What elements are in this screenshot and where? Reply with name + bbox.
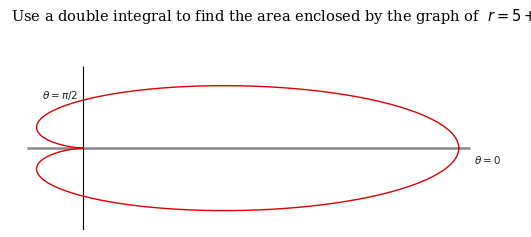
Text: $\theta=0$: $\theta=0$ [474,154,501,166]
Text: $\theta=\pi/2$: $\theta=\pi/2$ [42,89,78,102]
Text: Use a double integral to find the area enclosed by the graph of  $r=5+5\cos\thet: Use a double integral to find the area e… [11,7,531,26]
